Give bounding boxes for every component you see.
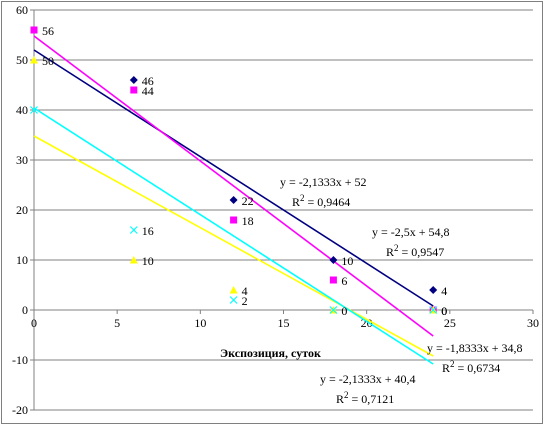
square-marker [230,216,238,224]
y-tick-label: 10 [16,253,28,267]
y-tick-label: 40 [16,103,28,117]
y-tick-label: 30 [16,153,28,167]
x-tick-label: 0 [31,316,37,330]
triangle-marker [129,256,138,264]
data-label: 16 [142,224,154,238]
r-squared-value: = 0,6734 [455,361,501,375]
square-marker [130,86,138,94]
triangle-marker [30,56,38,64]
data-label: 10 [341,254,353,268]
trendline [33,107,434,365]
data-label: 0 [441,304,447,318]
data-label: 0 [441,304,447,318]
square-marker [329,276,337,284]
r-squared-letter: R [336,392,344,406]
r-squared-label: R2 = 0,9464 [292,193,350,209]
trendline-equation: y = -2,5x + 54,8 [372,225,450,239]
diamond-marker [129,76,138,84]
gridlines [34,9,533,411]
data-label: 18 [242,214,254,228]
x-marker-stroke [329,306,338,314]
x-tick-label: 25 [444,316,456,330]
y-tick-label: -20 [12,403,28,417]
r-squared-label: R2 = 0,7121 [336,390,394,406]
r-squared-value: = 0,9547 [399,245,445,259]
data-label: 2 [242,294,248,308]
x-marker-stroke [30,106,38,114]
r-squared-letter: R [442,361,450,375]
r-squared-label: R2 = 0,6734 [442,359,500,375]
r-squared-value: = 0,7121 [349,392,395,406]
x-marker-stroke [429,306,438,314]
trendline-equation: y = -2,1333x + 52 [280,175,367,189]
data-label: 4 [441,284,447,298]
r-squared-letter: R [386,245,394,259]
square-marker [30,26,38,34]
r-squared-value: = 0,9464 [305,195,351,209]
x-tick-label: 15 [278,316,290,330]
trendline [33,49,434,307]
y-tick-label: 20 [16,203,28,217]
data-label: 0 [341,304,347,318]
data-label: 10 [142,254,154,268]
data-label: 50 [42,54,54,68]
trendline-equation: y = -1,8333x + 34,8 [427,341,523,355]
x-axis-title: Экспозиция, суток [220,346,321,360]
x-tick-label: 10 [194,316,206,330]
x-tick-label: 5 [114,316,120,330]
x-marker [129,226,138,234]
axes [30,9,534,411]
x-marker [229,296,238,304]
trendline-equation: y = -2,1333x + 40,4 [320,372,416,386]
x-marker-stroke [229,296,238,304]
y-tick-label: 0 [22,303,28,317]
r-squared-exponent: 2 [450,359,455,369]
trendline [33,135,434,357]
x-tick-label: 30 [527,316,539,330]
y-tick-label: 50 [16,53,28,67]
y-tick-label: -10 [12,353,28,367]
r-squared-letter: R [292,195,300,209]
diamond-marker [229,196,238,204]
y-tick-label: 60 [16,3,28,17]
triangle-marker [229,286,238,294]
r-squared-exponent: 2 [300,193,305,203]
x-marker [429,306,438,314]
r-squared-exponent: 2 [344,390,349,400]
x-marker [329,306,338,314]
data-label: 6 [341,274,347,288]
data-label: 56 [42,24,54,38]
data-label: 44 [142,84,154,98]
data-label: 22 [242,194,254,208]
data-label: 46 [142,74,154,88]
diamond-marker [329,256,338,264]
trendline [33,35,434,337]
x-marker [30,106,38,114]
x-marker-stroke [129,226,138,234]
data-label: 4 [242,284,248,298]
data-markers [30,26,438,314]
diamond-marker [429,286,438,294]
trendlines [33,35,434,365]
r-squared-label: R2 = 0,9547 [386,243,444,259]
r-squared-exponent: 2 [394,243,399,253]
